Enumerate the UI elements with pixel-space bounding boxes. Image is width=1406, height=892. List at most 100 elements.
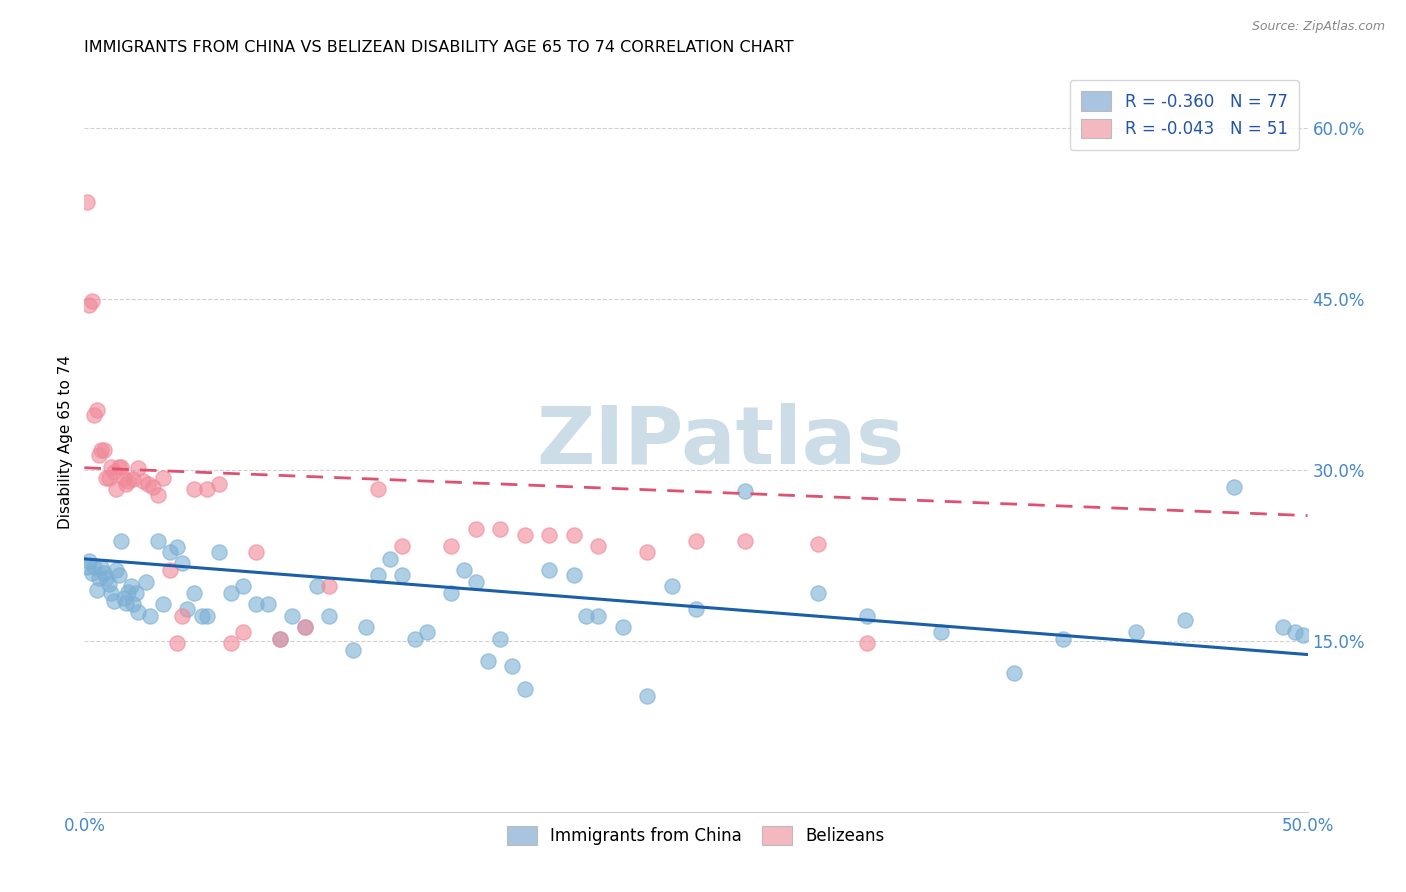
Point (380, 552, 402, 566)
Point (807, 586, 830, 600)
Point (538, 528, 561, 542)
Point (146, 533, 169, 548)
Point (83, 559, 105, 574)
Point (152, 598, 174, 612)
Point (929, 624, 952, 639)
Point (172, 608, 194, 623)
Legend: Immigrants from China, Belizeans: Immigrants from China, Belizeans (501, 819, 891, 852)
Point (562, 528, 585, 542)
Point (232, 579, 254, 593)
Point (110, 533, 132, 548)
Point (1284, 624, 1306, 639)
Point (100, 586, 122, 600)
Point (191, 608, 214, 623)
Point (93, 442, 115, 457)
Point (115, 596, 138, 610)
Point (354, 620, 377, 634)
Point (538, 563, 561, 577)
Point (219, 586, 242, 600)
Point (734, 483, 756, 498)
Point (1272, 620, 1295, 634)
Point (219, 636, 242, 650)
Point (172, 557, 194, 571)
Point (103, 465, 125, 479)
Point (112, 471, 135, 485)
Point (112, 591, 135, 605)
Point (90, 559, 112, 574)
Point (86, 402, 108, 417)
Point (612, 620, 634, 634)
Point (367, 567, 389, 582)
Point (807, 537, 830, 551)
Point (127, 606, 149, 620)
Point (245, 545, 267, 559)
Point (87, 448, 110, 462)
Point (685, 602, 707, 616)
Point (195, 608, 218, 623)
Point (117, 475, 139, 489)
Point (159, 563, 181, 577)
Point (136, 476, 159, 491)
Point (440, 586, 463, 600)
Point (318, 579, 340, 593)
Point (127, 460, 149, 475)
Point (96, 471, 118, 485)
Point (269, 632, 291, 646)
Point (1292, 628, 1315, 642)
Point (502, 659, 524, 673)
Point (440, 539, 463, 553)
Point (586, 539, 609, 553)
Point (117, 585, 139, 599)
Point (80, 566, 103, 580)
Point (166, 541, 188, 555)
Text: Source: ZipAtlas.com: Source: ZipAtlas.com (1251, 20, 1385, 33)
Point (1002, 665, 1025, 680)
Point (90, 442, 112, 457)
Point (245, 598, 267, 612)
Point (477, 654, 499, 668)
Point (1223, 480, 1246, 494)
Point (107, 459, 129, 474)
Point (80, 294, 103, 309)
Point (661, 579, 683, 593)
Point (513, 528, 536, 542)
Point (232, 624, 254, 639)
Point (1125, 624, 1147, 639)
Point (107, 567, 129, 582)
Point (513, 681, 536, 696)
Point (77, 554, 100, 568)
Point (342, 643, 364, 657)
Point (856, 608, 879, 623)
Point (115, 476, 138, 491)
Point (105, 483, 128, 497)
Point (97, 577, 120, 591)
Point (139, 608, 162, 623)
Y-axis label: Disability Age 65 to 74: Disability Age 65 to 74 (58, 354, 73, 529)
Point (105, 563, 128, 577)
Point (183, 483, 205, 497)
Point (464, 522, 486, 536)
Point (636, 689, 658, 703)
Point (76, 559, 98, 574)
Point (125, 586, 148, 600)
Point (122, 598, 145, 612)
Point (453, 563, 475, 577)
Text: ZIPatlas: ZIPatlas (536, 402, 904, 481)
Point (87, 571, 110, 585)
Point (152, 471, 174, 485)
Point (391, 567, 413, 582)
Point (100, 459, 122, 474)
Point (257, 598, 280, 612)
Point (294, 620, 316, 634)
Point (166, 636, 188, 650)
Point (586, 608, 609, 623)
Text: IMMIGRANTS FROM CHINA VS BELIZEAN DISABILITY AGE 65 TO 74 CORRELATION CHART: IMMIGRANTS FROM CHINA VS BELIZEAN DISABI… (84, 40, 794, 55)
Point (856, 636, 879, 650)
Point (208, 545, 231, 559)
Point (1174, 613, 1197, 627)
Point (135, 574, 157, 589)
Point (142, 480, 165, 494)
Point (110, 459, 132, 474)
Point (122, 472, 145, 486)
Point (176, 602, 198, 616)
